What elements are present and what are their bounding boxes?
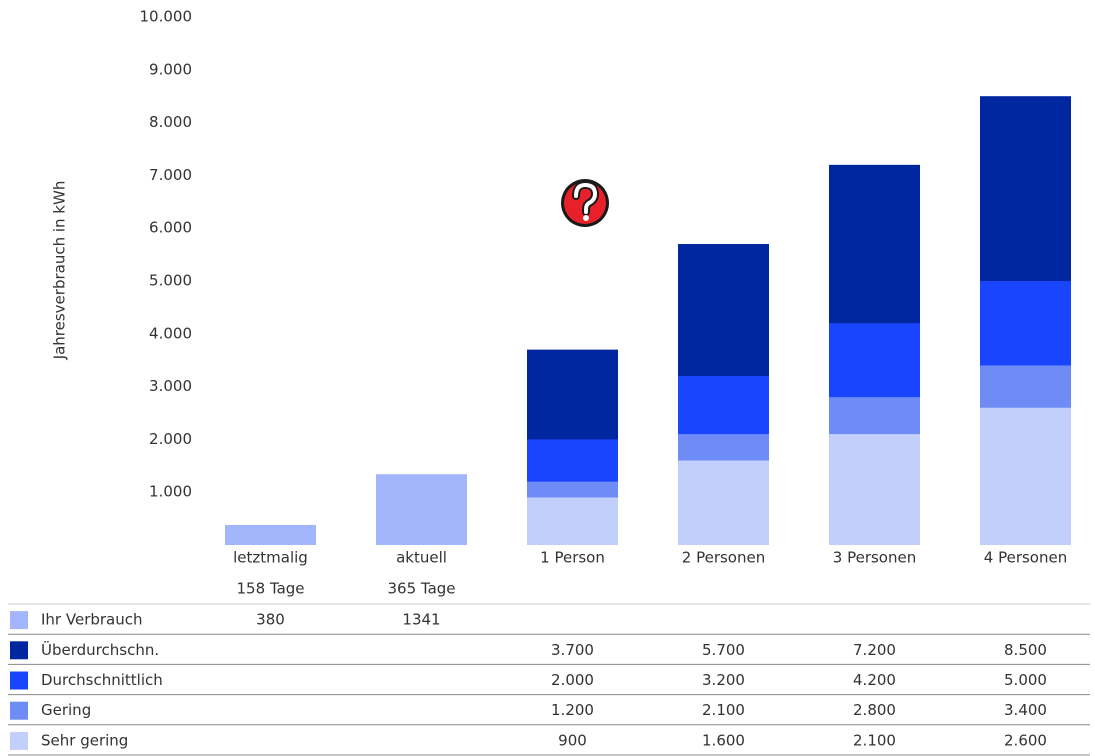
table-value: 7.200 [853,641,896,659]
y-tick-label: 9.000 [149,60,192,78]
x-tick-label: 1 Person [540,549,605,567]
table-value: 900 [558,731,587,749]
bar [376,474,467,545]
legend-label: Gering [41,701,91,719]
legend-swatch [10,731,28,750]
table-value: 4.200 [853,671,896,689]
y-tick-label: 1.000 [149,483,192,501]
table-value: 2.100 [702,701,745,719]
legend-swatch [10,671,28,690]
legend-swatch [10,701,28,720]
legend-label: Durchschnittlich [41,671,163,689]
table-value: 2.000 [551,671,594,689]
y-tick-label: 4.000 [149,324,192,342]
y-axis-label: Jahresverbrauch in kWh [51,181,69,361]
warning-icon [561,179,609,227]
x-tick-label: 2 Personen [682,549,765,567]
table-value: 2.800 [853,701,896,719]
table-value: 1.600 [702,731,745,749]
table-value: 5.000 [1004,671,1047,689]
legend-label: Überdurchschn. [41,640,159,659]
legend-label: Sehr gering [41,731,128,749]
table-value: 1.200 [551,701,594,719]
bar [829,434,920,545]
table-value: 3.200 [702,671,745,689]
bar [980,407,1071,545]
table-value: 8.500 [1004,641,1047,659]
y-tick-label: 5.000 [149,272,192,290]
x-tick-label: 3 Personen [833,549,916,567]
y-tick-label: 8.000 [149,113,192,131]
bar [225,524,316,545]
table-value: 3.700 [551,641,594,659]
bar [678,460,769,545]
table-value: 2.600 [1004,731,1047,749]
x-tick-label: letztmalig [233,549,308,567]
legend-swatch [10,641,28,660]
table-value: 1341 [402,611,440,629]
x-tick-label: aktuell [396,549,447,567]
y-tick-label: 10.000 [140,8,193,26]
y-tick-label: 7.000 [149,166,192,184]
legend-label: Ihr Verbrauch [41,611,143,629]
y-tick-label: 6.000 [149,219,192,237]
table-value: 3.400 [1004,701,1047,719]
table-value: 380 [256,611,285,629]
bar [527,497,618,545]
x-tick-sublabel: 365 Tage [387,580,455,598]
x-tick-label: 4 Personen [984,549,1067,567]
table-value: 5.700 [702,641,745,659]
x-tick-sublabel: 158 Tage [236,580,304,598]
y-tick-label: 3.000 [149,377,192,395]
table-value: 2.100 [853,731,896,749]
legend-swatch [10,611,28,630]
y-tick-label: 2.000 [149,430,192,448]
